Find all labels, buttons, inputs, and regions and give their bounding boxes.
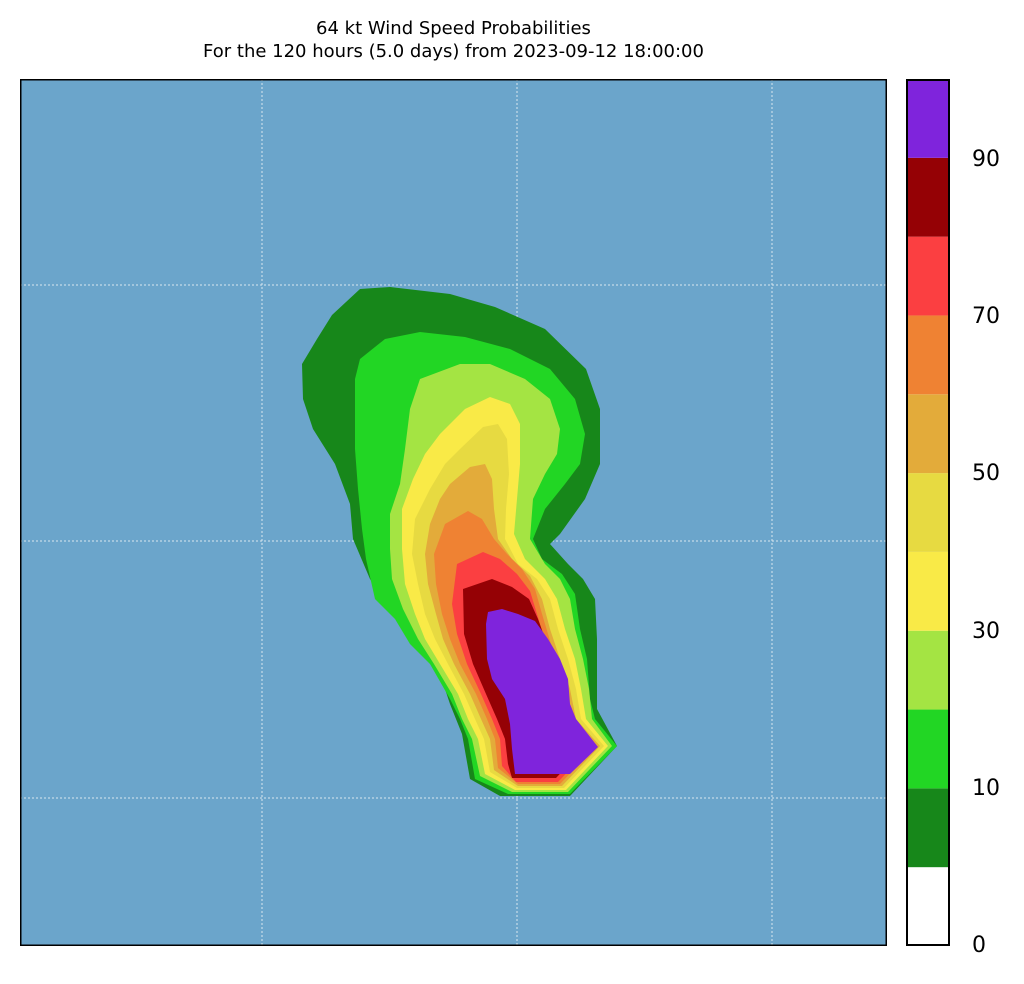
colorbar-band bbox=[906, 315, 950, 395]
map-svg bbox=[20, 79, 887, 946]
colorbar-border bbox=[906, 79, 950, 946]
colorbar-tick-label: 0 bbox=[972, 933, 986, 958]
colorbar-band bbox=[906, 709, 950, 789]
colorbar-band bbox=[906, 79, 950, 158]
colorbar-band bbox=[906, 867, 950, 946]
colorbar-band bbox=[906, 473, 950, 552]
colorbar-band bbox=[906, 236, 950, 316]
colorbar bbox=[906, 79, 950, 946]
colorbar-tick-label: 90 bbox=[972, 147, 1000, 172]
colorbar-band bbox=[906, 788, 950, 868]
colorbar-band bbox=[906, 630, 950, 710]
probability-map bbox=[20, 79, 887, 946]
title-line-1: 64 kt Wind Speed Probabilities bbox=[316, 18, 591, 39]
colorbar-tick-label: 50 bbox=[972, 461, 1000, 486]
probability-contours bbox=[302, 287, 617, 796]
colorbar-band bbox=[906, 551, 950, 631]
colorbar-tick-label: 70 bbox=[972, 304, 1000, 329]
colorbar-band bbox=[906, 394, 950, 474]
figure-title: 64 kt Wind Speed Probabilities For the 1… bbox=[20, 17, 887, 63]
map-border bbox=[20, 79, 887, 946]
contour-100-percent bbox=[486, 609, 598, 774]
colorbar-tick-label: 30 bbox=[972, 619, 1000, 644]
colorbar-tick-label: 10 bbox=[972, 776, 1000, 801]
colorbar-band bbox=[906, 157, 950, 237]
title-line-2: For the 120 hours (5.0 days) from 2023-0… bbox=[203, 41, 704, 62]
colorbar-bands bbox=[906, 79, 950, 946]
